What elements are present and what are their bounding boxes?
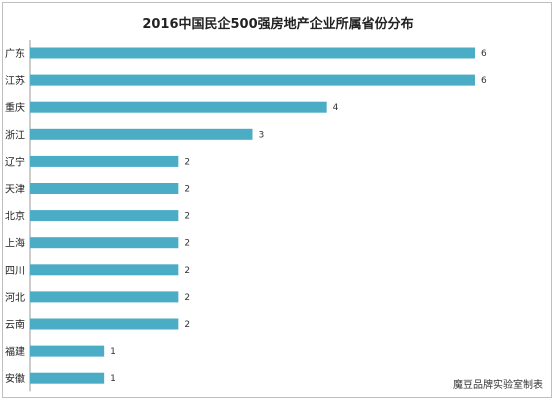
bar [30,128,253,140]
category-label: 浙江 [5,129,25,141]
value-label: 2 [184,212,190,222]
category-label: 四川 [5,266,25,277]
value-label: 1 [110,374,116,384]
bar [30,264,179,276]
bar [30,210,179,222]
category-label: 福建 [5,345,25,358]
category-label: 辽宁 [5,155,25,168]
bar-chart: 广东 6 江苏 6 重庆 4 浙江 3 辽宁 2 天津 2 北京 2 上海 2 四川 2 河北 2 云南 2 福建 1 安徽 1 [5,40,487,392]
bars-group: 广东 6 江苏 6 重庆 4 浙江 3 辽宁 2 天津 2 北京 2 上海 2 四川 2 河北 2 云南 2 福建 1 安徽 1 [5,40,487,392]
bar [30,47,475,59]
source-note: 魔豆品牌实验室制表 [453,380,543,391]
value-label: 6 [481,49,487,59]
bar [30,372,105,384]
value-label: 2 [184,293,190,303]
value-label: 4 [333,103,339,113]
bar [30,101,327,113]
category-label: 江苏 [5,74,25,87]
value-label: 2 [184,266,190,276]
bar [30,291,179,303]
value-label: 3 [259,130,265,140]
value-label: 1 [110,347,116,357]
category-label: 安徽 [5,372,25,385]
value-label: 2 [184,239,190,249]
bar [30,345,105,357]
bar [30,155,179,167]
chart-frame: 2016中国民企500强房地产企业所属省份分布 广东 6 江苏 6 重庆 4 浙江 3 辽宁 2 天… [2,2,552,398]
category-label: 广东 [5,47,25,60]
category-label: 重庆 [5,101,25,114]
category-label: 上海 [5,237,25,250]
category-label: 云南 [5,318,25,331]
bar [30,318,179,330]
chart-title: 2016中国民企500强房地产企业所属省份分布 [142,17,414,32]
category-label: 北京 [5,210,25,223]
value-label: 6 [481,76,487,86]
value-label: 2 [184,320,190,330]
value-label: 2 [184,157,190,167]
bar [30,183,179,194]
value-label: 2 [184,185,190,195]
bar [30,237,179,249]
bar [30,74,475,86]
category-label: 河北 [5,292,25,304]
category-label: 天津 [5,184,25,196]
